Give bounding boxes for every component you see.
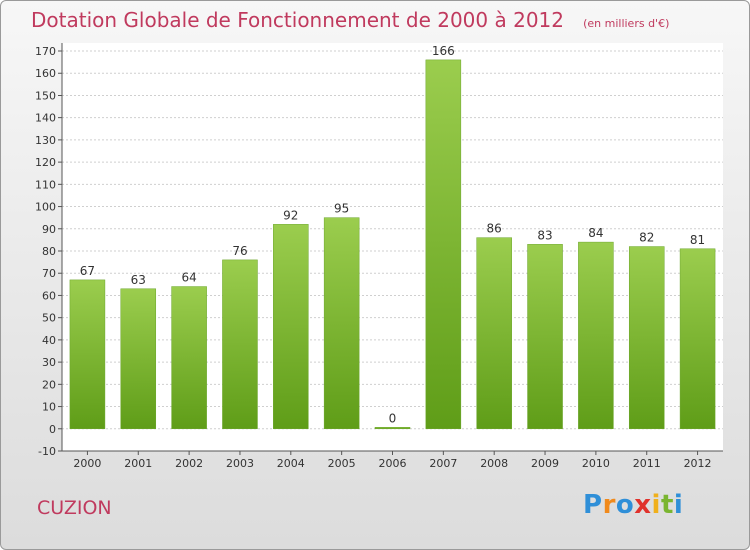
bar-2010 (578, 241, 614, 430)
x-tick-label-2008: 2008 (480, 457, 508, 470)
bar-2003 (222, 259, 258, 430)
x-tick-label-2010: 2010 (582, 457, 610, 470)
bar-2002 (171, 286, 207, 430)
data-label-2000: 67 (80, 264, 95, 278)
y-tick-label: 20 (42, 378, 56, 391)
data-label-2011: 82 (639, 231, 654, 245)
x-tick-label-2006: 2006 (379, 457, 407, 470)
y-tick-label: 150 (35, 89, 56, 102)
bar-2006 (374, 427, 411, 430)
bar-2001 (120, 288, 157, 430)
bar-2011 (628, 246, 665, 430)
x-tick-label-2001: 2001 (124, 457, 152, 470)
data-label-2004: 92 (283, 208, 298, 222)
chart-unit-note: (en milliers d'€) (583, 17, 670, 30)
data-label-2007: 166 (432, 44, 455, 58)
proxiti-logo: Proxiti (583, 490, 683, 520)
data-label-2010: 84 (588, 226, 603, 240)
bar-2008 (476, 237, 512, 430)
y-tick-label: 160 (35, 67, 56, 80)
bar-2009 (527, 244, 563, 430)
logo-letter: r (602, 490, 616, 520)
x-tick-label-2007: 2007 (429, 457, 457, 470)
logo-letter: o (615, 490, 635, 520)
x-tick-label-2000: 2000 (73, 457, 101, 470)
y-tick-label: 170 (35, 45, 56, 58)
x-tick-label-2012: 2012 (684, 457, 712, 470)
bar-2000 (69, 279, 106, 430)
plot-area (62, 43, 723, 451)
bar-2004 (273, 224, 309, 430)
y-tick-label: 70 (42, 267, 56, 280)
data-label-2005: 95 (334, 202, 349, 216)
x-tick-label-2009: 2009 (531, 457, 559, 470)
y-tick-label: 110 (35, 178, 56, 191)
data-label-2008: 86 (487, 222, 502, 236)
x-tick-label-2004: 2004 (277, 457, 305, 470)
logo-letter: x (634, 490, 652, 520)
logo-letter: i (651, 490, 661, 520)
bar-2005 (323, 217, 360, 430)
chart-title-text: Dotation Globale de Fonctionnement de 20… (31, 8, 564, 32)
data-label-2012: 81 (690, 233, 705, 247)
y-tick-label: -10 (38, 445, 56, 458)
x-tick-label-2011: 2011 (633, 457, 661, 470)
x-tick-label-2005: 2005 (328, 457, 356, 470)
y-tick-label: 140 (35, 112, 56, 125)
data-label-2003: 76 (232, 244, 247, 258)
x-tick-label-2003: 2003 (226, 457, 254, 470)
data-label-2009: 83 (537, 228, 552, 242)
y-tick-label: 80 (42, 245, 56, 258)
y-tick-label: 130 (35, 134, 56, 147)
y-tick-label: 30 (42, 356, 56, 369)
y-tick-label: 120 (35, 156, 56, 169)
y-tick-label: 90 (42, 223, 56, 236)
bar-2012 (679, 248, 716, 430)
data-label-2006: 0 (389, 411, 397, 425)
logo-letter: t (660, 490, 674, 520)
y-tick-label: 50 (42, 312, 56, 325)
y-tick-label: 10 (42, 401, 56, 414)
bar-2007 (425, 59, 462, 430)
y-tick-label: 100 (35, 201, 56, 214)
logo-letter: i (673, 490, 684, 520)
y-tick-label: 0 (49, 423, 56, 436)
x-tick-label-2002: 2002 (175, 457, 203, 470)
chart-title: Dotation Globale de Fonctionnement de 20… (31, 8, 669, 32)
place-name: CUZION (37, 497, 112, 519)
y-tick-label: 60 (42, 289, 56, 302)
data-label-2002: 64 (181, 271, 196, 285)
data-label-2001: 63 (131, 273, 146, 287)
y-tick-label: 40 (42, 334, 56, 347)
logo-letter: P (583, 490, 603, 520)
